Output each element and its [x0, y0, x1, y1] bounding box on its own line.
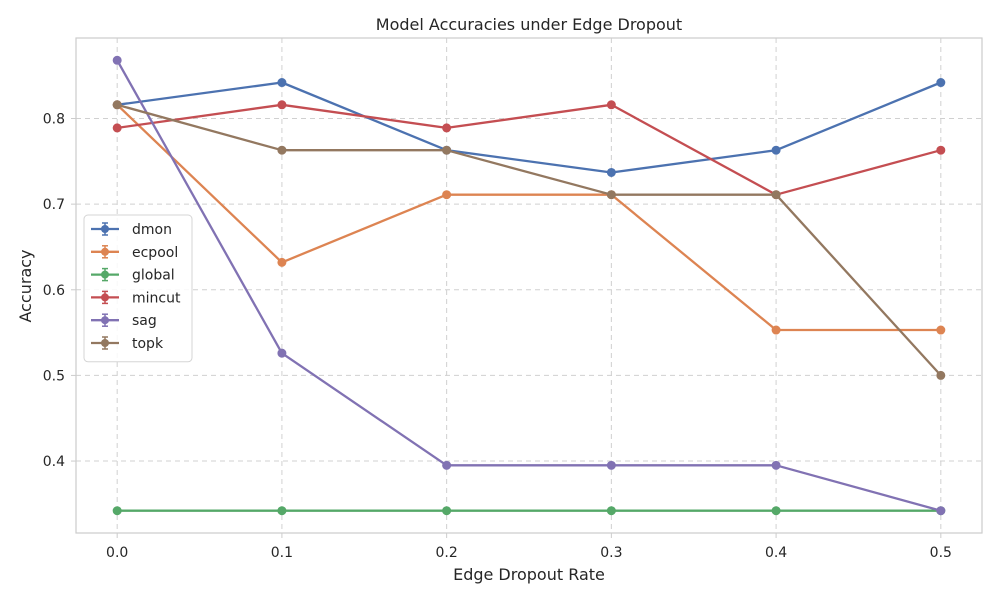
data-point-ecpool [442, 190, 452, 200]
data-point-topk [606, 190, 616, 200]
data-point-sag [112, 55, 122, 65]
data-point-sag [606, 460, 616, 470]
data-point-sag [936, 506, 946, 516]
legend-marker-global [101, 270, 109, 279]
x-tick-label: 0.0 [106, 545, 128, 561]
data-point-mincut [606, 100, 616, 110]
data-point-global [442, 506, 452, 516]
data-point-dmon [277, 78, 287, 88]
data-point-sag [442, 460, 452, 470]
x-tick-label: 0.2 [436, 545, 458, 561]
x-tick-label: 0.4 [765, 545, 787, 561]
data-point-topk [112, 100, 122, 110]
legend-label-ecpool: ecpool [132, 245, 178, 261]
plot-frame [75, 37, 983, 534]
data-point-dmon [936, 78, 946, 88]
data-point-mincut [112, 123, 122, 133]
y-tick-label: 0.5 [43, 368, 65, 384]
series-line-ecpool [116, 103, 941, 332]
data-point-global [112, 506, 122, 516]
data-point-global [606, 506, 616, 516]
series-line-mincut [117, 103, 942, 196]
legend-label-global: global [132, 268, 175, 284]
data-point-dmon [771, 145, 781, 155]
legend-marker-topk [101, 339, 109, 347]
data-point-mincut [936, 145, 946, 155]
data-point-global [771, 506, 781, 516]
x-tick-label: 0.5 [930, 545, 952, 561]
data-point-topk [771, 190, 781, 200]
legend-label-mincut: mincut [132, 290, 181, 306]
chart-title: Model Accuracies under Edge Dropout [376, 15, 682, 34]
y-axis-label: Accuracy [16, 249, 35, 322]
legend-label-dmon: dmon [132, 222, 172, 238]
series-line-sag [116, 59, 942, 512]
data-point-mincut [442, 123, 452, 133]
y-tick-label: 0.8 [43, 112, 65, 128]
plot-area: 0.0 0.1 0.2 0.3 0.4 0.5 0.4 0.5 0.6 0.7 0.8 dmon ecp… [43, 37, 983, 561]
plot-background [76, 38, 982, 533]
y-tick-label: 0.7 [43, 197, 65, 213]
legend-marker-sag [101, 316, 109, 325]
data-point-ecpool [936, 325, 946, 335]
legend-label-sag: sag [132, 313, 157, 329]
y-tick-label: 0.4 [43, 454, 65, 470]
legend-marker-mincut [101, 293, 109, 302]
y-tick-label: 0.6 [43, 283, 65, 299]
data-point-ecpool [771, 325, 781, 335]
legend-label-topk: topk [132, 336, 164, 352]
data-point-sag [277, 348, 287, 358]
data-point-global [277, 506, 287, 516]
series-line-dmon [117, 81, 942, 174]
data-point-sag [771, 460, 781, 470]
x-tick-label: 0.1 [271, 545, 293, 561]
data-point-dmon [606, 167, 616, 177]
data-point-mincut [277, 100, 287, 110]
data-point-topk [277, 145, 287, 155]
data-point-topk [936, 370, 946, 380]
x-axis-label: Edge Dropout Rate [453, 565, 605, 584]
data-point-ecpool [277, 257, 287, 267]
series-line-topk [116, 103, 942, 377]
data-point-topk [442, 145, 452, 155]
x-tick-label: 0.3 [600, 545, 622, 561]
legend-marker-dmon [101, 225, 109, 233]
legend-marker-ecpool [101, 247, 109, 256]
